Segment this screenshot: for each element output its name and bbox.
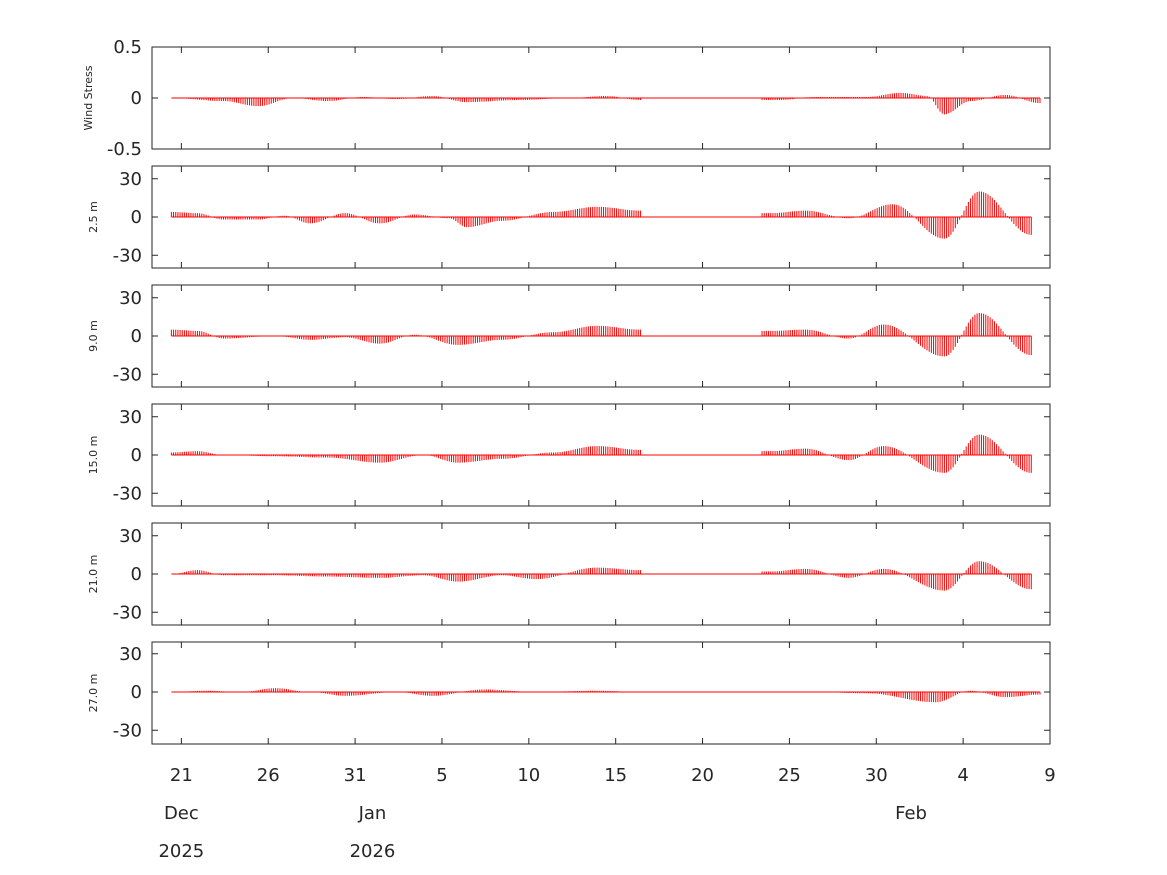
x-tick-label: 25 — [778, 765, 801, 786]
y-axis-label: 27.0 m — [87, 674, 100, 713]
y-tick-label: 0 — [131, 207, 142, 228]
y-tick-label: 30 — [119, 169, 142, 190]
panel-5: 30 0 -30 21.0 m — [87, 522, 1051, 626]
y-tick-label: -30 — [113, 364, 142, 385]
y-tick-label: 0 — [131, 326, 142, 347]
y-tick-label: -30 — [113, 483, 142, 504]
y-tick-label: 0 — [131, 682, 142, 703]
y-axis-label: Wind Stress — [82, 65, 95, 130]
y-tick-label: 30 — [119, 288, 142, 309]
stick-series — [170, 191, 1032, 239]
year-label: 2026 — [350, 841, 396, 862]
y-tick-label: 30 — [119, 644, 142, 665]
panel-1: 0.5 0 -0.5 Wind Stress — [82, 37, 1051, 160]
panel-frame — [151, 641, 1051, 745]
x-tick-label: 31 — [344, 765, 367, 786]
y-tick-label: -30 — [113, 602, 142, 623]
y-axis-label: 2.5 m — [87, 201, 100, 233]
y-axis-label: 15.0 m — [87, 436, 100, 475]
y-tick-label: -0.5 — [107, 139, 142, 160]
panel-2: 30 0 -30 2.5 m — [87, 165, 1051, 269]
y-tick-label: 0 — [131, 564, 142, 585]
y-tick-label: -30 — [113, 245, 142, 266]
stick-series — [170, 434, 1032, 473]
y-tick-label: 0 — [131, 445, 142, 466]
x-tick-label: 30 — [865, 765, 888, 786]
y-tick-label: 30 — [119, 526, 142, 547]
x-tick-label: 20 — [691, 765, 714, 786]
y-axis-label: 21.0 m — [87, 555, 100, 594]
month-label: Dec — [164, 803, 199, 824]
x-tick-label: 4 — [957, 765, 968, 786]
x-tick-label: 10 — [517, 765, 540, 786]
x-tick-label: 15 — [604, 765, 627, 786]
stick-series — [170, 313, 1032, 357]
y-tick-label: -30 — [113, 720, 142, 741]
x-tick-label: 21 — [170, 765, 193, 786]
panel-4: 30 0 -30 15.0 m — [87, 403, 1051, 507]
stick-series — [173, 561, 1032, 591]
year-label: 2025 — [158, 841, 204, 862]
panel-3: 30 0 -30 9.0 m — [87, 284, 1051, 388]
panel-6: 30 0 -30 27.0 m — [87, 641, 1051, 745]
y-tick-label: 0.5 — [113, 37, 142, 58]
month-label: Jan — [358, 803, 387, 824]
y-tick-label: 0 — [131, 88, 142, 109]
panel-stack: 0.5 0 -0.5 Wind Stress 30 0 -30 2.5 m 30 0 -30 9.0 … — [82, 37, 1051, 745]
x-tick-label: 9 — [1044, 765, 1055, 786]
stick-series — [173, 688, 1041, 703]
stick-series — [173, 92, 1041, 115]
x-tick-label: 26 — [257, 765, 280, 786]
y-tick-label: 30 — [119, 407, 142, 428]
x-tick-label: 5 — [436, 765, 447, 786]
y-axis-label: 9.0 m — [87, 320, 100, 352]
month-label: Feb — [895, 803, 927, 824]
